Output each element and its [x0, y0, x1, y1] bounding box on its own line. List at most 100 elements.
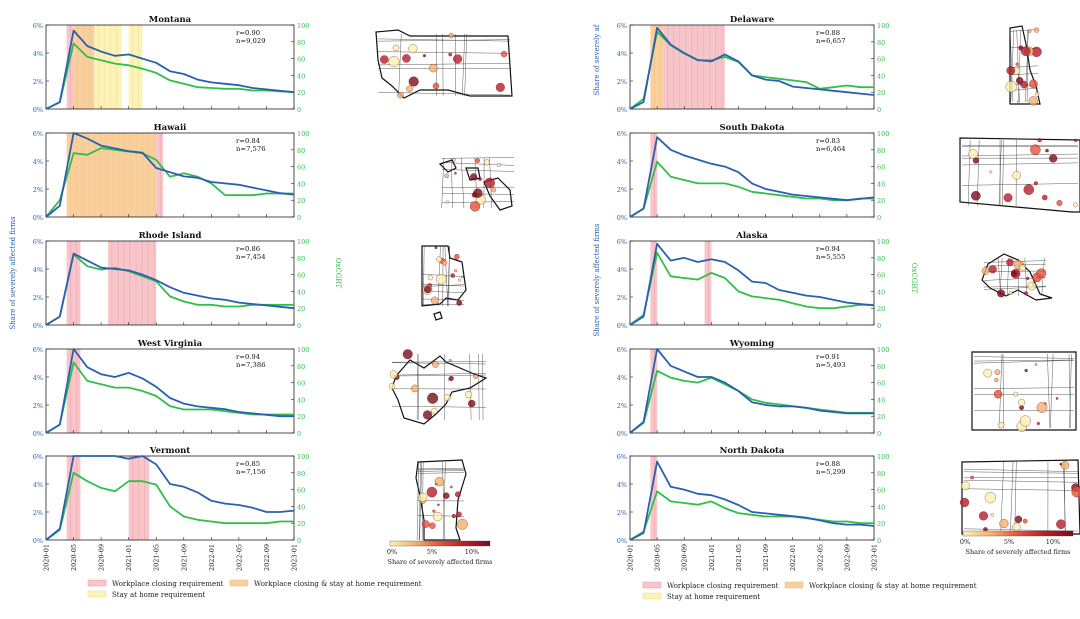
firm-bubble: [961, 481, 970, 491]
firm-bubble: [443, 492, 450, 499]
y-left-tick-label: 0%: [33, 322, 43, 330]
firm-bubble: [1011, 270, 1018, 277]
county-line: [391, 372, 487, 376]
y-right-tick-label: 80: [877, 363, 885, 371]
y-right-tick-label: 40: [297, 288, 305, 296]
y-right-tick-label: 80: [877, 255, 885, 263]
firm-bubble: [456, 300, 463, 306]
firm-bubble: [1056, 519, 1066, 530]
firm-bubble: [448, 359, 452, 363]
firm-bubble: [959, 497, 970, 508]
legend-item-stay: Stay at home requirement: [87, 590, 205, 599]
delaware-map: [1005, 25, 1042, 106]
colorbar-right: 0% 5% 10% Share of severely affected firms: [960, 530, 1074, 556]
firm-bubble: [997, 289, 1006, 298]
county-line: [1010, 461, 1014, 533]
colorbar-tick-label: 5%: [1004, 538, 1014, 546]
firm-bubble: [1060, 461, 1070, 470]
legend-label: Stay at home requirement: [112, 591, 205, 599]
panel-title: West Virginia: [137, 339, 203, 349]
left-y-axis-title-right-column: Share of severely affected firms: [593, 223, 601, 336]
y-right-tick-label: 20: [877, 413, 885, 421]
y-right-tick-label: 80: [877, 470, 885, 478]
firm-bubble: [484, 177, 495, 189]
firm-bubble: [1012, 171, 1021, 180]
firm-bubble: [402, 349, 413, 360]
legends: Workplace closing requirement Workplace c…: [87, 579, 977, 601]
left-y-axis-title: Share of severely affected firms: [9, 216, 17, 329]
legend-label: Workplace closing requirement: [667, 582, 779, 590]
panel-title: North Dakota: [720, 446, 785, 456]
series-line-firms: [629, 460, 875, 541]
firm-bubble: [994, 369, 1001, 376]
firm-bubble: [1006, 258, 1014, 267]
firm-bubble: [1055, 397, 1059, 400]
y-right-tick-label: 80: [297, 363, 305, 371]
y-right-tick-label: 40: [297, 72, 305, 80]
firm-bubble: [456, 511, 462, 518]
firm-bubble: [422, 54, 426, 58]
county-line: [973, 356, 1075, 359]
county-line: [1002, 353, 1004, 429]
y-axis-titles: Share of severely affected firms OxCGRT Sh…: [9, 23, 918, 336]
firm-bubble: [478, 177, 482, 181]
state-outline: [415, 459, 467, 541]
series-line-firms: [629, 348, 874, 434]
firm-bubble: [984, 492, 996, 504]
legend-right: Workplace closing requirement Workplace c…: [642, 581, 977, 601]
y-left-tick-label: 4%: [617, 50, 627, 58]
county-line: [963, 528, 1079, 532]
sample-size-label: n=5,493: [816, 361, 846, 369]
firm-bubble: [1026, 276, 1030, 280]
firm-bubble: [473, 188, 483, 198]
firm-bubble: [470, 173, 478, 181]
x-tick-label: 2021-09: [762, 544, 770, 571]
county-line: [961, 183, 1079, 186]
firm-bubble: [1016, 77, 1024, 85]
sample-size-label: n=6,464: [816, 145, 846, 153]
firm-bubble: [1019, 264, 1026, 271]
y-left-tick-label: 2%: [33, 78, 43, 86]
x-tick-label: 2023-01: [871, 544, 879, 571]
legend-swatch: [642, 592, 662, 600]
firm-bubble: [988, 265, 997, 274]
y-left-tick-label: 4%: [33, 158, 43, 166]
firm-bubble: [458, 278, 462, 282]
firm-bubble: [388, 56, 400, 67]
county-line: [441, 162, 515, 166]
chart-panel-delaware: 0% 2% 4% 6% 0 20 40 60 80 100 Delaware r=0.88n=6,65…: [617, 15, 890, 114]
firm-bubble: [434, 246, 438, 250]
series-line-oxcgrt: [629, 490, 874, 541]
county-line: [464, 33, 467, 97]
series-line-firms: [45, 132, 295, 218]
firm-bubble: [451, 514, 456, 519]
y-right-tick-label: 20: [297, 413, 305, 421]
series-line-oxcgrt: [629, 251, 874, 326]
county-line: [441, 157, 444, 209]
firm-bubble: [999, 519, 1009, 529]
county-line: [421, 298, 465, 301]
y-right-tick-label: 20: [877, 89, 885, 97]
correlation-label: r=0.88: [816, 460, 840, 468]
vermont-map: [415, 459, 468, 541]
county-line: [461, 157, 465, 209]
county-line: [423, 245, 425, 307]
colorbar: 0% 5% 10%Share of severely affected firms0…: [387, 530, 1074, 566]
chart-panel-wyoming: 0% 2% 4% 6% 0 20 40 60 80 100 Wyoming r=0.91n=5,493: [617, 339, 890, 438]
firm-bubble: [1008, 291, 1013, 295]
series-line-oxcgrt: [45, 471, 294, 541]
county-line: [417, 353, 419, 421]
legend-item-stay: Stay at home requirement: [642, 592, 760, 601]
correlation-label: r=0.90: [236, 29, 260, 37]
county-line: [963, 479, 1079, 483]
state-outline: [1009, 25, 1041, 105]
firm-bubble: [1036, 268, 1047, 279]
county-line: [417, 472, 465, 474]
y-right-tick-label: 100: [297, 453, 309, 461]
panels-left-column: 0% 2% 4% 6% 0 20 40 60 80 100 Montana r=0.90n=9,029…: [33, 15, 310, 571]
firm-bubble: [1012, 522, 1021, 532]
x-tick-label: 2021-01: [125, 544, 133, 571]
plot-frame: [45, 132, 295, 218]
firm-bubble: [454, 254, 460, 260]
firm-bubble: [464, 390, 473, 399]
